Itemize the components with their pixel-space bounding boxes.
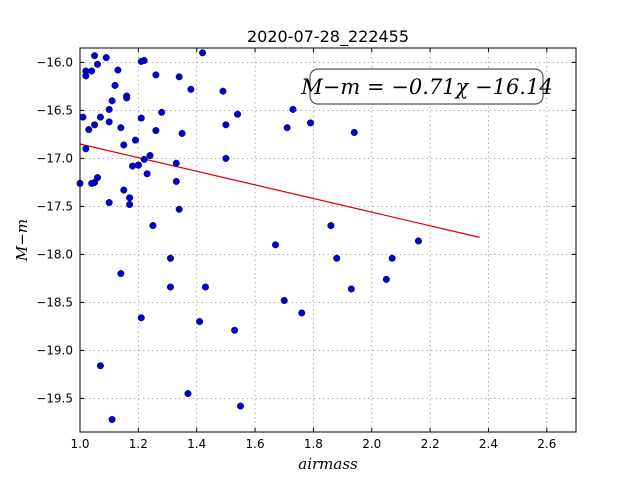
data-points bbox=[76, 49, 422, 424]
data-point bbox=[105, 199, 113, 207]
data-point bbox=[201, 283, 209, 291]
data-point bbox=[222, 154, 230, 162]
data-point bbox=[166, 254, 174, 262]
equation-frame bbox=[309, 68, 544, 105]
data-point bbox=[96, 362, 104, 370]
data-point bbox=[123, 94, 131, 102]
data-point bbox=[120, 141, 128, 149]
data-point bbox=[333, 254, 341, 262]
y-tick-label: −17.0 bbox=[36, 151, 73, 165]
grid-lines bbox=[79, 48, 576, 432]
data-point bbox=[91, 121, 99, 129]
data-point bbox=[126, 200, 134, 208]
x-tick-label: 1.2 bbox=[129, 437, 148, 451]
data-point bbox=[382, 275, 390, 283]
fit-equation: M−m = −0.71χ −16.14 bbox=[300, 75, 552, 99]
x-tick-label: 1.0 bbox=[70, 437, 89, 451]
data-point bbox=[175, 205, 183, 213]
x-tick-label: 2.2 bbox=[421, 437, 440, 451]
axis-ticks: 1.0 1.2 1.4 1.6 1.8 2.0 2.2 2.4 2.6 −16.0 −16.5 −17… bbox=[36, 48, 576, 451]
data-point bbox=[289, 105, 297, 113]
data-point bbox=[105, 105, 113, 113]
data-point bbox=[120, 186, 128, 194]
y-tick-label: −18.5 bbox=[36, 295, 73, 309]
data-point bbox=[271, 241, 279, 249]
data-point bbox=[105, 118, 113, 126]
data-point bbox=[108, 97, 116, 105]
data-point bbox=[187, 85, 195, 93]
data-point bbox=[131, 136, 139, 144]
data-point bbox=[94, 60, 102, 68]
data-point bbox=[126, 194, 134, 202]
data-point bbox=[298, 309, 306, 317]
x-axis-label: airmass bbox=[298, 455, 358, 473]
data-point bbox=[280, 296, 288, 304]
y-tick-label: −16.0 bbox=[36, 55, 73, 69]
data-point bbox=[143, 170, 151, 178]
data-point bbox=[129, 162, 137, 170]
data-point bbox=[219, 87, 227, 95]
data-point bbox=[114, 66, 122, 74]
y-tick-label: −19.5 bbox=[36, 391, 73, 405]
data-point bbox=[137, 114, 145, 122]
chart-title: 2020-07-28_222455 bbox=[247, 27, 409, 47]
x-tick-label: 2.4 bbox=[479, 437, 498, 451]
data-point bbox=[85, 126, 93, 134]
data-point bbox=[94, 174, 102, 182]
data-point bbox=[196, 318, 204, 326]
data-point bbox=[102, 54, 110, 62]
data-point bbox=[146, 152, 154, 160]
x-tick-label: 1.6 bbox=[246, 437, 265, 451]
data-point bbox=[111, 81, 119, 89]
data-point bbox=[172, 177, 180, 185]
data-point bbox=[222, 121, 230, 129]
data-point bbox=[236, 402, 244, 410]
data-point bbox=[117, 124, 125, 132]
y-tick-label: −18.0 bbox=[36, 247, 73, 261]
data-point bbox=[184, 390, 192, 398]
data-point bbox=[108, 416, 116, 424]
data-point bbox=[96, 113, 104, 121]
y-tick-label: −19.0 bbox=[36, 343, 73, 357]
data-point bbox=[149, 222, 157, 230]
data-point bbox=[327, 222, 335, 230]
data-point bbox=[134, 161, 142, 169]
data-point bbox=[199, 49, 207, 57]
data-point bbox=[178, 129, 186, 137]
data-point bbox=[82, 72, 90, 80]
data-point bbox=[137, 314, 145, 322]
x-tick-label: 2.6 bbox=[537, 437, 556, 451]
data-point bbox=[91, 52, 99, 60]
data-point bbox=[166, 283, 174, 291]
data-point bbox=[140, 155, 148, 163]
x-tick-label: 1.8 bbox=[304, 437, 323, 451]
data-point bbox=[347, 285, 355, 293]
data-point bbox=[414, 237, 422, 245]
data-point bbox=[117, 270, 125, 278]
data-point bbox=[88, 67, 96, 75]
data-point bbox=[172, 159, 180, 167]
data-point bbox=[82, 145, 90, 153]
plot-frame bbox=[79, 47, 577, 433]
data-point bbox=[234, 110, 242, 118]
data-point bbox=[306, 119, 314, 127]
data-point bbox=[283, 124, 291, 132]
x-tick-label: 1.4 bbox=[187, 437, 206, 451]
y-tick-label: −17.5 bbox=[36, 199, 73, 213]
data-point bbox=[158, 108, 166, 116]
data-point bbox=[350, 128, 358, 136]
y-axis-label: M−m bbox=[13, 219, 31, 262]
data-point bbox=[175, 73, 183, 81]
data-point bbox=[152, 71, 160, 79]
data-point bbox=[79, 113, 87, 121]
data-point bbox=[140, 56, 148, 64]
data-point bbox=[231, 326, 239, 334]
fit-equation-box: M−m = −0.71χ −16.14 bbox=[300, 68, 553, 105]
y-tick-label: −16.5 bbox=[36, 103, 73, 117]
data-point bbox=[388, 254, 396, 262]
x-tick-label: 2.0 bbox=[362, 437, 381, 451]
data-point bbox=[152, 127, 160, 135]
